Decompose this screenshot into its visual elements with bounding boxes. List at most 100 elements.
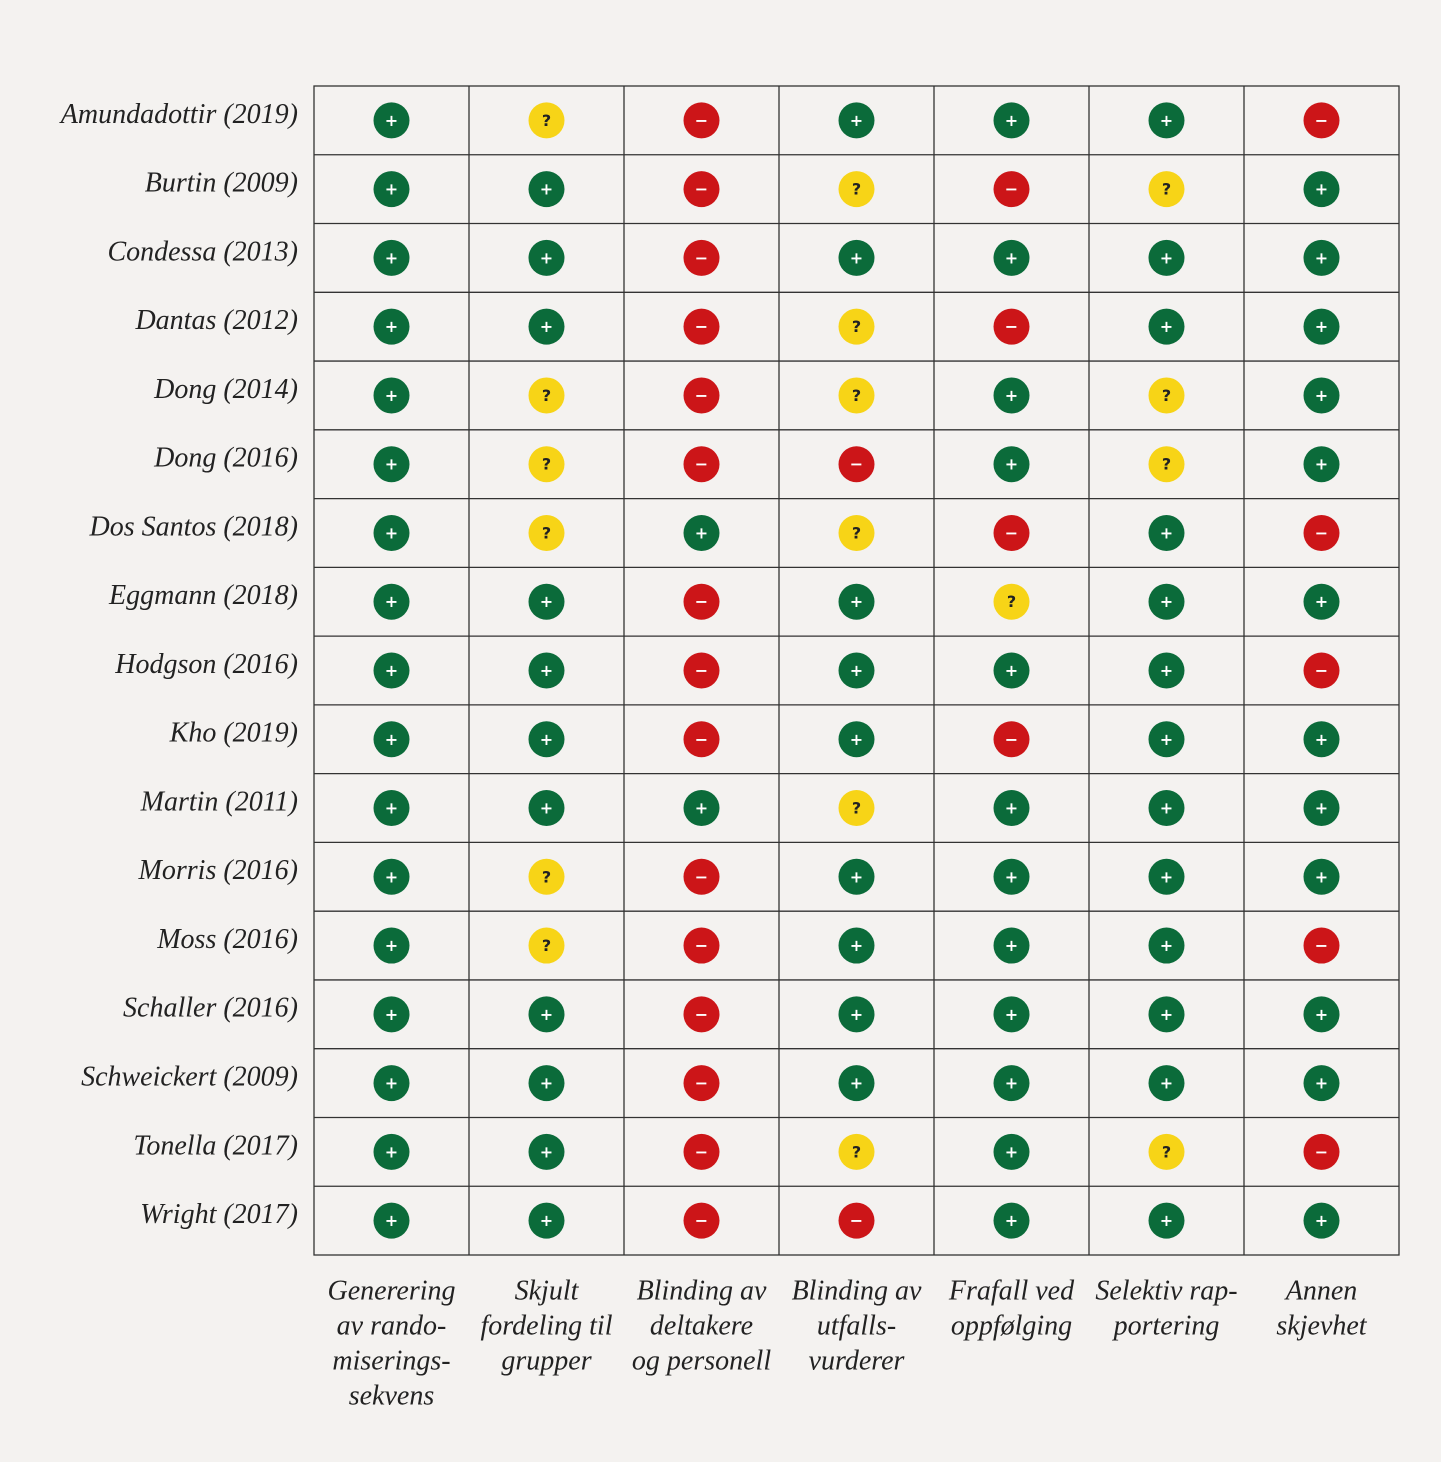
rating-symbol: + bbox=[1005, 1142, 1018, 1161]
rating-dot bbox=[993, 446, 1030, 483]
rating-dot bbox=[1148, 171, 1185, 208]
study-label: Tonella (2017) bbox=[133, 1130, 298, 1161]
rating-symbol: + bbox=[1005, 111, 1018, 130]
rating-symbol: + bbox=[540, 730, 553, 749]
rating-dot bbox=[1303, 308, 1340, 345]
rating-symbol: + bbox=[1005, 248, 1018, 267]
rating-symbol: + bbox=[385, 455, 398, 474]
rating-dot bbox=[528, 171, 565, 208]
rating-dot bbox=[838, 171, 875, 208]
rating-symbol: + bbox=[540, 180, 553, 199]
column-header: miserings- bbox=[332, 1345, 450, 1376]
rating-dot bbox=[1303, 239, 1340, 276]
column-header: portering bbox=[1112, 1310, 1220, 1341]
rating-dot bbox=[373, 377, 410, 414]
rating-symbol: + bbox=[1315, 317, 1328, 336]
column-header: Blinding av bbox=[637, 1275, 767, 1306]
rating-symbol: + bbox=[1160, 317, 1173, 336]
rating-dot bbox=[993, 377, 1030, 414]
rating-dot bbox=[838, 377, 875, 414]
rating-symbol: + bbox=[850, 111, 863, 130]
rating-dot bbox=[1303, 446, 1340, 483]
rating-dot bbox=[1303, 377, 1340, 414]
rating-symbol: + bbox=[1160, 936, 1173, 955]
rating-dot bbox=[373, 583, 410, 620]
rating-symbol: + bbox=[540, 1074, 553, 1093]
rating-symbol: + bbox=[385, 799, 398, 818]
rating-symbol: ? bbox=[1162, 386, 1171, 405]
rating-symbol: + bbox=[385, 1211, 398, 1230]
rating-dot bbox=[838, 102, 875, 139]
rating-symbol: + bbox=[1005, 1074, 1018, 1093]
rating-symbol: + bbox=[385, 936, 398, 955]
rating-dot bbox=[1148, 1065, 1185, 1102]
rating-symbol: + bbox=[1160, 248, 1173, 267]
rating-dot bbox=[1148, 1133, 1185, 1170]
rating-dot bbox=[993, 721, 1030, 758]
rating-symbol: + bbox=[1160, 1005, 1173, 1024]
rating-symbol: − bbox=[1315, 523, 1328, 542]
rating-symbol: + bbox=[1160, 730, 1173, 749]
rating-symbol: ? bbox=[542, 936, 551, 955]
study-label: Burtin (2009) bbox=[145, 168, 298, 199]
table-border bbox=[313, 85, 1400, 1256]
rating-dot bbox=[528, 1202, 565, 1239]
rating-symbol: + bbox=[540, 248, 553, 267]
rating-dot bbox=[528, 446, 565, 483]
rating-symbol: + bbox=[385, 386, 398, 405]
rating-symbol: + bbox=[385, 317, 398, 336]
rating-dot bbox=[1303, 102, 1340, 139]
rating-dot bbox=[1303, 1133, 1340, 1170]
rating-symbol: + bbox=[1160, 799, 1173, 818]
rating-dot bbox=[993, 102, 1030, 139]
column-header: utfalls- bbox=[817, 1310, 896, 1341]
rating-dot bbox=[993, 927, 1030, 964]
rating-dot bbox=[993, 790, 1030, 827]
rating-dot bbox=[1303, 996, 1340, 1033]
rating-symbol: ? bbox=[852, 180, 861, 199]
rating-dot bbox=[373, 239, 410, 276]
rating-dot bbox=[528, 858, 565, 895]
rating-dot bbox=[1148, 102, 1185, 139]
rating-dot bbox=[528, 1133, 565, 1170]
column-header: fordeling til bbox=[481, 1310, 613, 1341]
study-label: Dos Santos (2018) bbox=[89, 511, 298, 542]
rating-dot bbox=[1148, 790, 1185, 827]
rating-symbol: − bbox=[695, 592, 708, 611]
rating-dot bbox=[373, 652, 410, 689]
rating-dot bbox=[528, 927, 565, 964]
rating-dot bbox=[528, 1065, 565, 1102]
rating-dot bbox=[683, 721, 720, 758]
study-label: Wright (2017) bbox=[140, 1199, 298, 1230]
rating-dot bbox=[373, 1065, 410, 1102]
rating-symbol: + bbox=[540, 1142, 553, 1161]
rating-dot bbox=[1303, 171, 1340, 208]
rating-symbol: + bbox=[1315, 1074, 1328, 1093]
rating-dot bbox=[1148, 721, 1185, 758]
rating-symbol: − bbox=[1005, 317, 1018, 336]
rating-dot bbox=[1303, 1202, 1340, 1239]
study-label: Amundadottir (2019) bbox=[59, 99, 298, 130]
rating-symbol: + bbox=[385, 661, 398, 680]
rating-dot bbox=[373, 514, 410, 551]
rating-symbol: + bbox=[1005, 799, 1018, 818]
rating-dot bbox=[1148, 652, 1185, 689]
column-header: vurderer bbox=[809, 1345, 905, 1376]
rating-dot bbox=[683, 308, 720, 345]
rating-symbol: − bbox=[695, 1142, 708, 1161]
rating-symbol: + bbox=[850, 730, 863, 749]
rating-symbol: + bbox=[1315, 455, 1328, 474]
column-header: av rando- bbox=[337, 1310, 447, 1341]
study-label: Hodgson (2016) bbox=[114, 649, 298, 680]
rating-symbol: − bbox=[850, 1211, 863, 1230]
study-label: Eggmann (2018) bbox=[108, 580, 298, 611]
rating-dot bbox=[528, 652, 565, 689]
rating-symbol: ? bbox=[1162, 180, 1171, 199]
study-label: Morris (2016) bbox=[138, 855, 298, 886]
rating-symbol: + bbox=[385, 248, 398, 267]
rating-symbol: + bbox=[540, 592, 553, 611]
rating-symbol: + bbox=[1315, 799, 1328, 818]
rating-symbol: − bbox=[1315, 936, 1328, 955]
rating-dot bbox=[683, 583, 720, 620]
rating-dot bbox=[683, 446, 720, 483]
